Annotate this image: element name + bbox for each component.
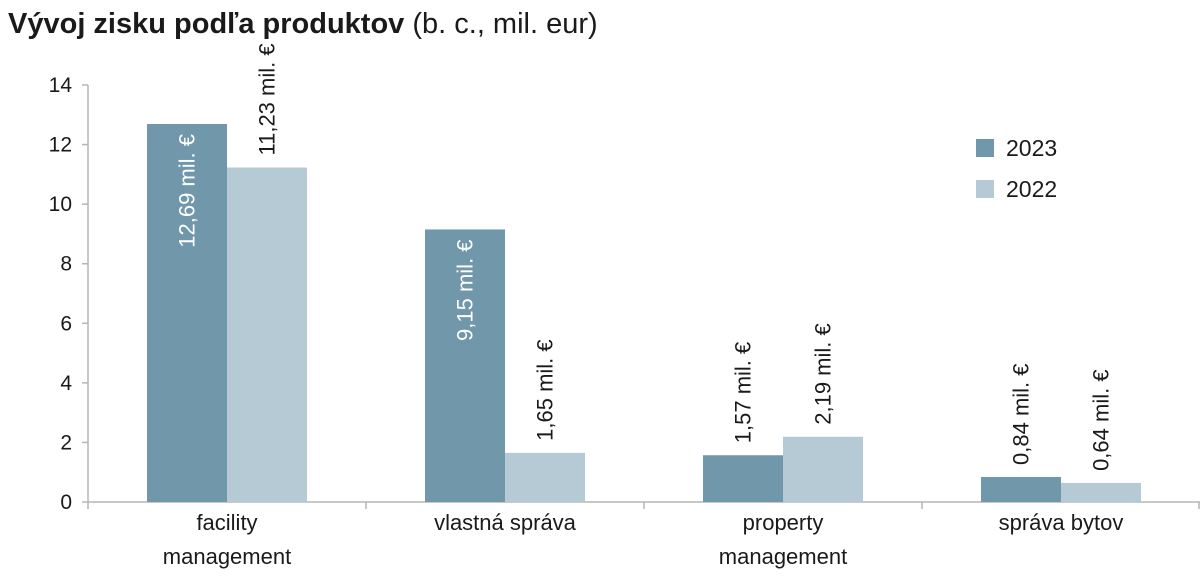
y-tick-label: 14 — [49, 74, 73, 97]
bar-2023-1 — [425, 229, 505, 503]
y-tick-label: 8 — [60, 253, 72, 276]
legend-swatch — [976, 139, 994, 157]
y-tick-label: 12 — [49, 134, 72, 157]
chart-title-main: Vývoj zisku podľa produktov — [8, 8, 405, 40]
y-tick-label: 4 — [60, 372, 72, 395]
category-labels: facility management vlastná správa property… — [163, 510, 1124, 569]
category-label: facility — [196, 510, 257, 535]
bar-2022-2 — [783, 436, 863, 502]
legend-label: 2023 — [1006, 135, 1057, 161]
category-label: management — [163, 544, 291, 569]
category-label: management — [719, 544, 847, 569]
data-label: 12,69 mil. € — [175, 134, 200, 248]
bar-2023-2 — [703, 455, 783, 502]
bars — [147, 124, 1141, 503]
y-tick-label: 6 — [60, 312, 72, 335]
y-tick-label: 2 — [60, 431, 72, 454]
bar-2023-3 — [981, 476, 1061, 502]
data-label: 0,64 mil. € — [1089, 369, 1114, 471]
chart-title: Vývoj zisku podľa produktov (b. c., mil.… — [8, 8, 598, 41]
data-labels: 12,69 mil. € 11,23 mil. € 9,15 mil. € 1,65 … — [175, 43, 1114, 471]
data-label: 1,65 mil. € — [533, 339, 558, 441]
category-label: vlastná správa — [434, 510, 577, 535]
y-tick-label: 0 — [60, 491, 72, 514]
data-label: 9,15 mil. € — [453, 239, 478, 340]
data-label: 1,57 mil. € — [731, 342, 756, 444]
bar-2022-1 — [505, 452, 585, 502]
bar-2022-3 — [1061, 482, 1141, 502]
y-axis: 0 2 4 6 8 10 12 14 — [49, 74, 89, 514]
data-label: 2,19 mil. € — [811, 323, 836, 425]
category-label: správa bytov — [999, 510, 1124, 535]
legend-swatch — [976, 180, 994, 198]
y-tick-label: 10 — [49, 193, 72, 216]
chart-title-sub: (b. c., mil. eur) — [412, 8, 598, 40]
legend: 2023 2022 — [976, 135, 1057, 202]
x-axis — [87, 501, 1200, 509]
legend-label: 2022 — [1006, 176, 1057, 202]
category-label: property — [743, 510, 824, 535]
bar-2023-0 — [147, 124, 227, 502]
data-label: 0,84 mil. € — [1009, 363, 1034, 465]
data-label: 11,23 mil. € — [255, 43, 280, 155]
bar-2022-0 — [227, 167, 307, 503]
